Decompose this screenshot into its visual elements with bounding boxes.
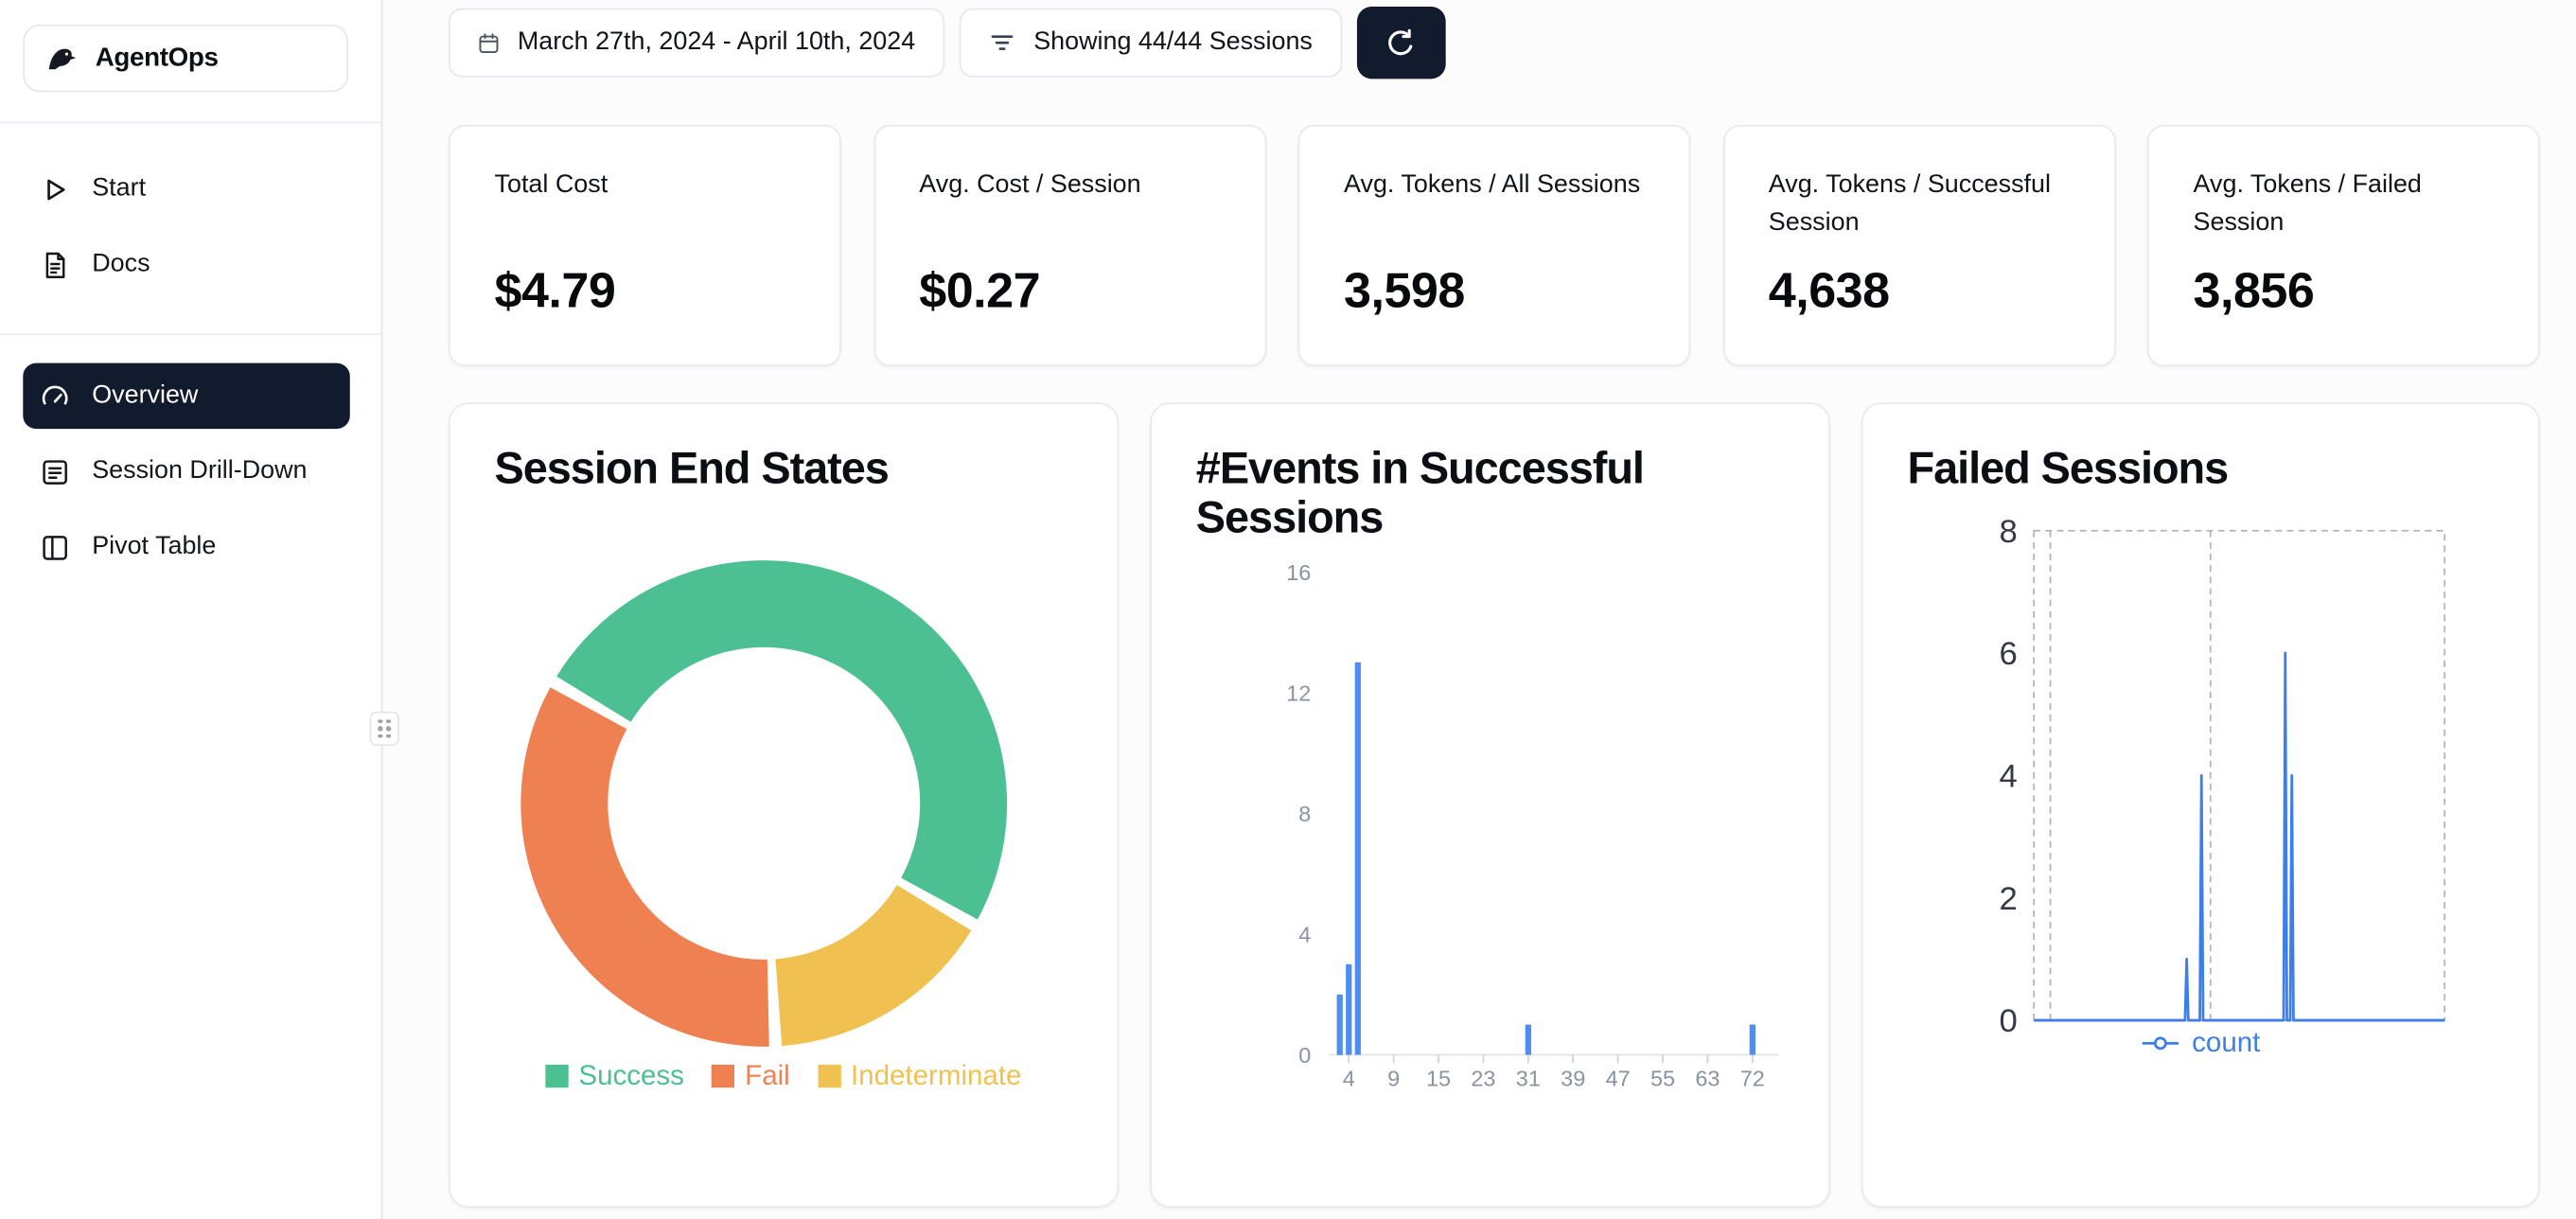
legend-label: Fail <box>745 1059 790 1091</box>
svg-text:31: 31 <box>1516 1066 1541 1090</box>
agentops-logo-icon <box>43 40 80 78</box>
svg-text:47: 47 <box>1606 1066 1631 1090</box>
sidebar-item-overview[interactable]: Overview <box>23 362 350 430</box>
count-legend-marker-icon <box>2143 1036 2179 1051</box>
legend-item-indeterminate[interactable]: Indeterminate <box>818 1060 1021 1093</box>
pie-slice-indeterminate <box>775 885 972 1047</box>
pie-legend: Success Fail Indeterminate <box>450 1060 1118 1093</box>
sidebar-item-docs[interactable]: Docs <box>23 232 349 297</box>
svg-text:23: 23 <box>1471 1066 1495 1090</box>
bar-x4 <box>1346 963 1352 1055</box>
sidebar-item-label: Docs <box>92 249 150 278</box>
stat-value: 4,638 <box>1768 264 1890 319</box>
stat-card-avg-tokens-all: Avg. Tokens / All Sessions 3,598 <box>1297 124 1691 367</box>
list-detail-icon <box>40 456 71 487</box>
svg-text:2: 2 <box>1999 881 2017 917</box>
date-range-label: March 27th, 2024 - April 10th, 2024 <box>517 27 916 57</box>
svg-text:55: 55 <box>1650 1066 1675 1090</box>
bar-x5 <box>1354 662 1361 1055</box>
stat-label: Avg. Tokens / Failed Session <box>2193 170 2422 238</box>
play-icon <box>40 173 71 204</box>
svg-text:4: 4 <box>1298 923 1311 947</box>
count-series-line <box>2034 651 2445 1022</box>
svg-text:12: 12 <box>1286 680 1311 705</box>
calendar-icon <box>478 32 500 54</box>
bar-x31 <box>1525 1024 1531 1055</box>
date-range-button[interactable]: March 27th, 2024 - April 10th, 2024 <box>448 8 945 78</box>
sidebar-item-pivot-table[interactable]: Pivot Table <box>23 514 349 579</box>
stat-label: Avg. Tokens / Successful Session <box>1768 170 2051 238</box>
document-icon <box>40 249 71 280</box>
refresh-icon <box>1385 27 1417 59</box>
stat-value: 3,856 <box>2193 264 2315 319</box>
session-end-states-card: Session End States Success Fail Indeterm… <box>448 402 1120 1208</box>
refresh-button[interactable] <box>1356 6 1446 80</box>
svg-text:8: 8 <box>1298 802 1311 826</box>
sidebar-item-start[interactable]: Start <box>23 156 349 221</box>
count-legend-label: count <box>2192 1027 2261 1058</box>
sidebar: AgentOps Start Docs <box>0 0 383 1219</box>
gauge-icon <box>40 380 71 412</box>
session-end-states-donut <box>520 560 1008 1047</box>
svg-text:39: 39 <box>1561 1066 1585 1090</box>
svg-text:6: 6 <box>1999 636 2017 672</box>
stat-card-avg-tokens-successful: Avg. Tokens / Successful Session 4,638 <box>1722 124 2116 367</box>
svg-text:9: 9 <box>1387 1066 1400 1090</box>
sessions-filter-label: Showing 44/44 Sessions <box>1033 27 1313 57</box>
stat-value: 3,598 <box>1344 264 1465 319</box>
legend-swatch <box>545 1064 569 1088</box>
agentops-logo[interactable]: AgentOps <box>23 25 349 93</box>
svg-text:4: 4 <box>1999 759 2017 795</box>
stat-card-avg-cost-session: Avg. Cost / Session $0.27 <box>873 124 1266 367</box>
stats-row: Total Cost $4.79 Avg. Cost / Session $0.… <box>448 124 2540 367</box>
brand-name: AgentOps <box>95 44 219 72</box>
svg-text:0: 0 <box>1298 1043 1311 1068</box>
filter-icon <box>989 29 1015 56</box>
pie-slice-fail <box>520 687 769 1047</box>
svg-text:72: 72 <box>1740 1066 1765 1090</box>
svg-text:8: 8 <box>1999 514 2017 550</box>
svg-text:15: 15 <box>1426 1066 1451 1090</box>
chart-title: Failed Sessions <box>1907 443 2229 493</box>
legend-item-success[interactable]: Success <box>545 1059 684 1093</box>
pie-slice-success <box>556 560 1008 920</box>
bar-x3 <box>1336 994 1343 1055</box>
stat-card-avg-tokens-failed: Avg. Tokens / Failed Session 3,856 <box>2146 124 2540 367</box>
legend-swatch <box>818 1064 841 1088</box>
legend-item-fail[interactable]: Fail <box>712 1059 790 1093</box>
charts-row: Session End States Success Fail Indeterm… <box>448 402 2540 1208</box>
count-legend[interactable]: count <box>1863 1027 2538 1060</box>
sidebar-item-label: Session Drill-Down <box>92 456 308 486</box>
toolbar: March 27th, 2024 - April 10th, 2024 Show… <box>448 5 1446 80</box>
sidebar-divider <box>0 333 381 336</box>
legend-swatch <box>712 1064 735 1088</box>
stat-value: $4.79 <box>494 264 616 319</box>
sidebar-item-session-drill-down[interactable]: Session Drill-Down <box>23 439 349 504</box>
legend-label: Indeterminate <box>850 1059 1022 1091</box>
chart-title: #Events in Successful Sessions <box>1195 443 1645 543</box>
sidebar-divider <box>0 121 381 124</box>
grip-dots-icon <box>378 718 391 738</box>
stat-label: Avg. Cost / Session <box>919 170 1141 200</box>
stat-card-total-cost: Total Cost $4.79 <box>448 124 841 367</box>
sidebar-item-label: Overview <box>92 380 199 410</box>
stat-value: $0.27 <box>919 264 1041 319</box>
sessions-filter-button[interactable]: Showing 44/44 Sessions <box>960 8 1343 78</box>
sidebar-resize-handle[interactable] <box>369 711 399 747</box>
legend-label: Success <box>578 1059 684 1091</box>
svg-text:16: 16 <box>1286 560 1311 585</box>
events-in-successful-sessions-card: #Events in Successful Sessions 4 9 15 23 31 3… <box>1150 402 1830 1208</box>
stat-label: Avg. Tokens / All Sessions <box>1344 170 1641 200</box>
bar-x72 <box>1749 1024 1756 1055</box>
chart-title: Session End States <box>494 443 890 493</box>
sidebar-item-label: Start <box>92 174 147 203</box>
sidebar-item-label: Pivot Table <box>92 532 217 560</box>
svg-text:4: 4 <box>1343 1066 1355 1090</box>
svg-text:63: 63 <box>1695 1066 1720 1090</box>
stat-label: Total Cost <box>494 170 609 200</box>
columns-icon <box>40 532 71 563</box>
